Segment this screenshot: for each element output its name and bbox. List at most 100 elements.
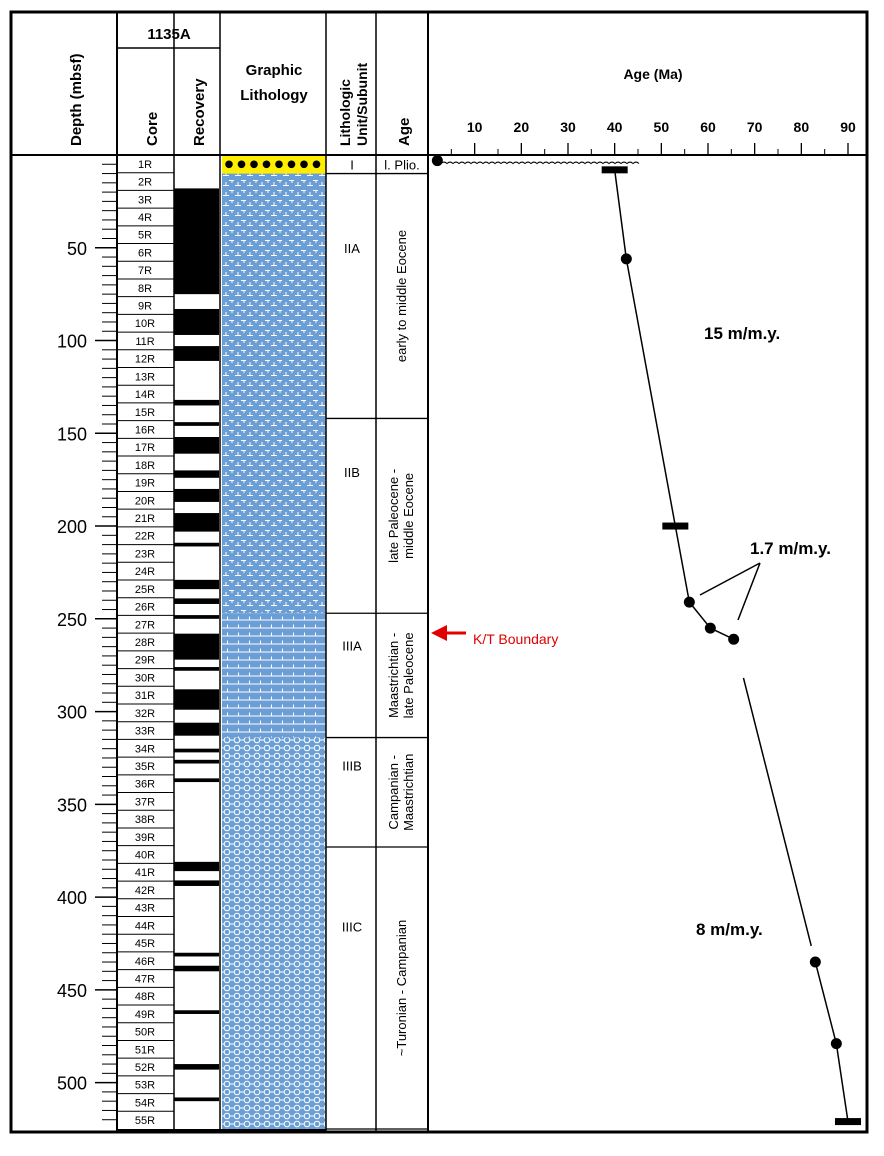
age-tick-label: 40 — [607, 119, 623, 135]
depth-tick-label: 450 — [57, 981, 87, 1001]
age-label-line2: late Paleocene — [401, 632, 416, 718]
core-label: 35R — [135, 761, 155, 773]
recovery-block — [174, 470, 219, 478]
core-label: 11R — [135, 336, 154, 348]
depth-column-header: Depth (mbsf) — [68, 54, 85, 147]
rate-label-middle: 1.7 m/m.y. — [750, 539, 831, 558]
depth-tick-label: 50 — [67, 239, 87, 259]
rate-label-upper: 15 m/m.y. — [704, 324, 780, 343]
age-label: l. Plio. — [384, 157, 419, 172]
lithologic-unit-header-line2: Unit/Subunit — [354, 62, 370, 146]
depth-tick-label: 100 — [57, 332, 87, 352]
core-label: 48R — [135, 991, 155, 1003]
recovery-block — [174, 308, 219, 335]
lithology-fill-unit-IIB — [222, 418, 326, 614]
lithology-dot — [262, 160, 271, 169]
core-label: 52R — [135, 1062, 155, 1074]
core-label: 18R — [135, 460, 155, 472]
x-axis-title: Age (Ma) — [623, 66, 682, 82]
site-label: 1135A — [147, 26, 191, 43]
rate-pointer-lines — [699, 562, 761, 621]
datum-bar — [835, 1118, 861, 1126]
core-label: 7R — [138, 265, 152, 277]
recovery-block — [174, 952, 219, 957]
recovery-block — [174, 542, 219, 547]
core-label: 29R — [135, 655, 155, 667]
recovery-block — [174, 513, 219, 532]
unit-label: I — [350, 157, 354, 172]
core-label: 1R — [138, 159, 152, 171]
recovery-column — [174, 188, 219, 1102]
datum-point — [431, 155, 443, 167]
lithology-dot — [275, 160, 283, 169]
lithology-fill-unit-IIA — [222, 173, 326, 419]
core-column: 1R 2R 3R 4R 5R 6R 7R 8R 9R 10R 11R 12R 13R 14R 15R 16R 1… — [117, 159, 174, 1127]
core-label: 37R — [135, 796, 155, 808]
recovery-block — [174, 880, 219, 886]
outer-frame — [9, 10, 869, 1134]
core-label: 25R — [135, 584, 155, 596]
core-label: 3R — [138, 194, 152, 206]
core-label: 51R — [135, 1044, 155, 1056]
core-label: 54R — [135, 1097, 155, 1109]
age-label-line1: Maastrichtian - — [386, 633, 401, 718]
datum-point — [704, 622, 716, 634]
lithology-dot — [312, 160, 321, 169]
recovery-block — [174, 748, 219, 753]
core-label: 23R — [135, 548, 155, 560]
datum-point — [728, 633, 740, 645]
age-label-line2: Maastrichtian — [401, 754, 416, 831]
core-label: 9R — [138, 301, 152, 313]
core-label: 40R — [135, 850, 155, 862]
datum-point — [620, 253, 632, 265]
lithology-fill-unit-IIIB — [222, 737, 326, 848]
core-label: 50R — [135, 1027, 155, 1039]
recovery-block — [174, 422, 219, 426]
rate-label-lower: 8 m/m.y. — [696, 920, 763, 939]
core-label: 55R — [135, 1115, 155, 1127]
core-label: 42R — [135, 885, 155, 897]
core-label: 34R — [135, 743, 155, 755]
age-label-line1: late Paleocene - — [386, 469, 401, 563]
kt-boundary-arrow — [431, 625, 466, 641]
core-label: 17R — [135, 442, 155, 454]
age-tick-label: 90 — [840, 119, 856, 135]
core-label: 47R — [135, 973, 155, 985]
recovery-block — [174, 346, 219, 361]
graphic-lithology-header-line1: Graphic — [246, 62, 303, 79]
core-label: 41R — [135, 867, 155, 879]
lithology-fill-unit-I — [222, 155, 326, 174]
core-label: 14R — [135, 389, 155, 401]
age-depth-series-line — [613, 169, 849, 1122]
kt-boundary-label: K/T Boundary — [473, 631, 558, 647]
recovery-block — [174, 689, 219, 710]
figure-frame — [9, 10, 869, 1134]
core-label: 43R — [135, 903, 155, 915]
recovery-block — [174, 667, 219, 671]
core-label: 6R — [138, 247, 152, 259]
datum-bar — [662, 522, 689, 530]
age-label-line1: Campanian - — [386, 755, 401, 829]
lithologic-unit-header-line1: Lithologic — [337, 79, 353, 146]
core-label: 22R — [135, 531, 155, 543]
lithology-dot — [287, 160, 296, 169]
datum-bar — [601, 166, 628, 174]
core-label: 36R — [135, 779, 155, 791]
age-axis: 10 20 30 40 50 60 70 80 90 — [450, 119, 856, 155]
datum-point — [830, 1038, 842, 1050]
core-label: 46R — [135, 956, 155, 968]
graphic-lithology-header-line2: Lithology — [240, 87, 308, 104]
lithology-column — [222, 155, 326, 1129]
core-label: 39R — [135, 832, 155, 844]
recovery-column-header: Recovery — [191, 78, 208, 146]
core-label: 13R — [135, 371, 155, 383]
recovery-block — [174, 1010, 219, 1014]
core-label: 20R — [135, 495, 155, 507]
lithology-dot — [225, 160, 233, 169]
core-label: 31R — [135, 690, 155, 702]
core-label: 24R — [135, 566, 155, 578]
unit-label: IIIA — [342, 639, 362, 654]
recovery-block — [174, 965, 219, 972]
